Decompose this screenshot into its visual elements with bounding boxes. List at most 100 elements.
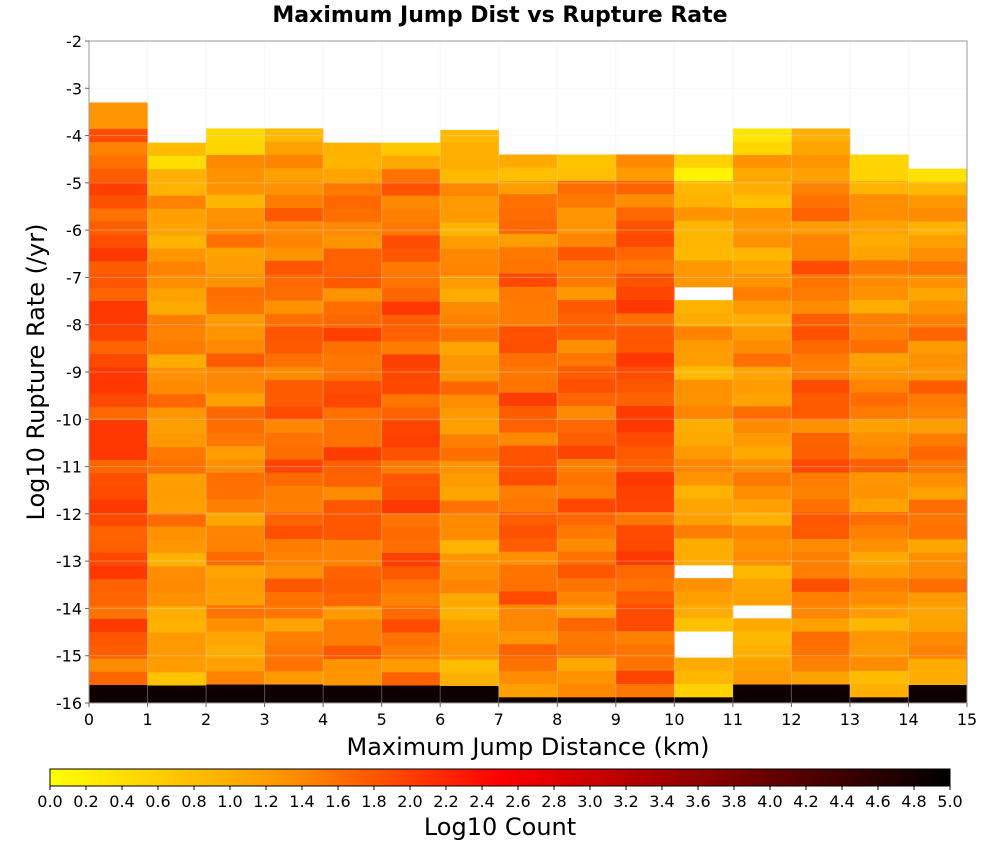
heatmap-cell (615, 551, 675, 566)
heatmap-cell (89, 499, 148, 514)
x-tick-label: 12 (781, 710, 801, 729)
heatmap-cell (557, 564, 617, 579)
heatmap-cell (498, 644, 558, 659)
heatmap-cell (323, 275, 383, 289)
heatmap-cell (264, 393, 324, 407)
heatmap-cell (908, 234, 968, 249)
heatmap-cell (849, 591, 909, 606)
heatmap-cell (615, 207, 675, 222)
heatmap-cell (732, 207, 792, 222)
heatmap-cell (791, 432, 851, 447)
heatmap-cell (557, 631, 617, 645)
colorbar-tick-label: 4.4 (829, 792, 854, 811)
heatmap-cell (849, 286, 909, 301)
x-tick-label: 1 (142, 710, 152, 729)
heatmap-cell (440, 169, 500, 184)
heatmap-cell (147, 606, 207, 620)
heatmap-cell (908, 459, 968, 474)
heatmap-cell (206, 154, 265, 169)
colorbar-label: Log10 Count (424, 813, 576, 841)
heatmap-cell (206, 300, 265, 315)
heatmap-cell (615, 180, 675, 195)
heatmap-cell (206, 459, 265, 474)
colorbar-ticks: 0.0 0.2 0.4 0.6 0.8 1.0 1.2 1.4 1.6 1.8 2.0 2.2 2.4 2… (37, 786, 963, 811)
heatmap-cell (732, 419, 792, 434)
heatmap-cell (206, 327, 265, 341)
heatmap-cell (440, 222, 500, 237)
heatmap-cell (147, 500, 207, 514)
heatmap-cell (908, 195, 968, 209)
y-tick-label: -16 (56, 694, 82, 713)
heatmap-cell (147, 566, 207, 580)
heatmap-cell (908, 512, 968, 527)
heatmap-cell (615, 578, 675, 592)
heatmap-cell (791, 485, 851, 500)
heatmap-cell (791, 591, 851, 606)
colorbar-tick-label: 2.8 (541, 792, 566, 811)
heatmap-cell (498, 220, 558, 235)
heatmap-cell (557, 207, 617, 222)
heatmap-cell (381, 685, 441, 703)
heatmap-cell (440, 619, 500, 634)
heatmap-cell (732, 247, 792, 262)
heatmap-cell (791, 538, 851, 553)
heatmap-cell (206, 221, 265, 235)
heatmap-cell (381, 606, 441, 620)
heatmap-cell (147, 288, 207, 302)
heatmap-cell (557, 406, 617, 420)
heatmap-cell (323, 433, 383, 448)
heatmap-cell (323, 169, 383, 183)
heatmap-cell (206, 353, 265, 368)
heatmap-cell (89, 459, 148, 474)
heatmap-cell (264, 380, 324, 394)
heatmap-cell (732, 128, 792, 143)
heatmap-cell (557, 339, 617, 354)
heatmap-cell (264, 578, 324, 593)
heatmap-cell (849, 564, 909, 579)
heatmap-cell (89, 221, 148, 236)
heatmap-cell (908, 208, 968, 223)
heatmap-cell (147, 486, 207, 501)
heatmap-cell (440, 143, 500, 157)
heatmap-cell (732, 658, 792, 672)
heatmap-cell (381, 592, 441, 607)
heatmap-cell (615, 432, 675, 447)
heatmap-cell (557, 604, 617, 619)
heatmap-cell (206, 406, 265, 421)
heatmap-cell (615, 657, 675, 672)
heatmap-cell (206, 538, 265, 553)
colorbar-tick-label: 4.6 (865, 792, 890, 811)
heatmap-cell (381, 314, 441, 329)
plot-area (89, 102, 968, 703)
heatmap-cell (674, 604, 734, 619)
heatmap-cell (206, 525, 265, 540)
heatmap-cell (147, 235, 207, 249)
heatmap-cell (557, 432, 617, 447)
heatmap-cell (89, 645, 148, 659)
heatmap-cell (264, 605, 324, 619)
heatmap-cell (791, 658, 851, 672)
heatmap-cell (908, 406, 968, 421)
heatmap-cell (323, 513, 383, 528)
heatmap-cell (908, 380, 968, 395)
heatmap-cell (264, 485, 324, 500)
heatmap-cell (440, 381, 500, 396)
heatmap-cell (615, 538, 675, 553)
heatmap-cell (206, 671, 265, 685)
heatmap-cell (323, 460, 383, 475)
heatmap-cell (732, 141, 792, 156)
heatmap-cell (381, 566, 441, 580)
colorbar-tick-label: 1.0 (217, 792, 242, 811)
heatmap-cell (381, 579, 441, 594)
heatmap-cell (89, 195, 148, 209)
heatmap-cell (674, 511, 734, 526)
heatmap-cell (791, 327, 851, 341)
heatmap-cell (381, 407, 441, 422)
heatmap-cell (381, 659, 441, 673)
heatmap-cell (206, 605, 265, 619)
heatmap-cell (323, 261, 383, 276)
heatmap-cell (206, 472, 265, 487)
heatmap-cell (264, 432, 324, 447)
heatmap-cell (674, 233, 734, 248)
heatmap-cell (849, 538, 909, 553)
